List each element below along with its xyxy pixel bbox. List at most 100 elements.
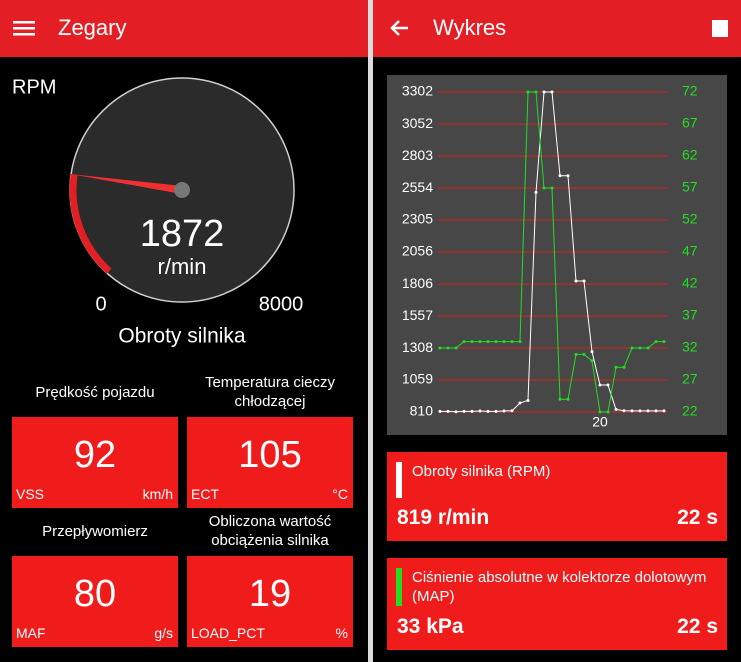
tile-value: 105 (238, 434, 302, 476)
series-point (590, 359, 594, 363)
series-point (446, 409, 450, 413)
y-tick-label: 1059 (402, 371, 433, 387)
left-title: Zegary (58, 15, 126, 40)
series-point (590, 350, 594, 354)
y-tick-label: 1308 (402, 339, 433, 355)
tile: 80 MAF g/s (12, 556, 178, 647)
y-tick-label: 2056 (402, 243, 433, 259)
y2-tick-label: 27 (682, 371, 698, 387)
menu-icon[interactable] (13, 21, 35, 36)
y2-tick-label: 47 (682, 243, 698, 259)
series-point (478, 409, 482, 413)
series-point (550, 186, 554, 190)
tile-unit: km/h (142, 486, 173, 502)
series-point (478, 340, 482, 344)
series-point (542, 90, 546, 94)
value-card: Obroty silnika (RPM) 819 r/min 22 s (387, 452, 727, 541)
series-point (534, 90, 538, 94)
series-point (486, 409, 490, 413)
series-point (574, 352, 578, 356)
gauge-hub (174, 182, 190, 198)
y2-tick-label: 57 (682, 179, 698, 195)
y2-tick-label: 22 (682, 403, 698, 419)
gauge-needle (71, 174, 183, 194)
y2-tick-label: 67 (682, 115, 698, 131)
series-point (470, 409, 474, 413)
stop-icon[interactable] (712, 20, 728, 37)
x-tick-label: 20 (592, 414, 608, 430)
y-tick-label: 2803 (402, 147, 433, 163)
series-point (494, 340, 498, 344)
tile-title: Temperatura cieczy chłodzącej (204, 374, 336, 410)
tile: 19 LOAD_PCT% (187, 556, 353, 647)
card-time: 22 s (677, 615, 718, 638)
tile-code: LOAD_PCT (191, 625, 265, 641)
value-card: Ciśnienie absolutne w kolektorze dolotow… (387, 558, 727, 650)
tile-unit: °C (332, 486, 348, 502)
series-point (606, 383, 610, 387)
series-point (462, 409, 466, 413)
tile-value: 80 (73, 573, 117, 615)
series-point (550, 90, 554, 94)
gauge-unit: r/min (158, 254, 207, 279)
series-point (470, 340, 474, 344)
tile-code: VSS (16, 486, 45, 502)
gauge-min: 0 (95, 293, 106, 315)
series-point (438, 409, 442, 413)
card-title: Obroty silnika (RPM) (412, 463, 551, 480)
series-point (510, 409, 514, 413)
series-point (606, 410, 610, 414)
series-point (654, 340, 658, 344)
series-swatch (396, 568, 402, 606)
series-point (438, 346, 442, 350)
divider (368, 0, 373, 662)
series-point (614, 407, 618, 411)
series-point (518, 401, 522, 405)
y-tick-label: 1806 (402, 275, 433, 291)
series-point (638, 346, 642, 350)
series-point (662, 340, 666, 344)
y2-tick-label: 37 (682, 307, 698, 323)
series-swatch (396, 462, 402, 498)
y-tick-label: 1557 (402, 307, 433, 323)
back-icon[interactable] (390, 20, 408, 36)
series-point (614, 365, 618, 369)
series-point (598, 383, 602, 387)
tile-code: MAF (16, 625, 46, 641)
series-point (502, 409, 506, 413)
series-point (662, 409, 666, 413)
series-point (462, 340, 466, 344)
tile-value: 92 (73, 434, 117, 476)
tile-title: Prędkość pojazdu (35, 383, 155, 401)
series-point (454, 410, 458, 414)
series-point (630, 409, 634, 413)
series-point (558, 174, 562, 178)
gauge-label: RPM (12, 76, 56, 98)
gauge-value: 1872 (140, 213, 225, 255)
chart-panel (387, 75, 727, 435)
card-reading: 819 r/min (397, 506, 490, 529)
series-point (622, 409, 626, 413)
series-point (598, 410, 602, 414)
series-point (526, 90, 530, 94)
right-header (373, 0, 741, 57)
series-point (494, 409, 498, 413)
series-point (526, 398, 530, 402)
right-title: Wykres (433, 15, 506, 40)
y2-tick-label: 62 (682, 147, 698, 163)
y-tick-label: 2554 (402, 179, 433, 195)
tile-value: 19 (248, 573, 292, 615)
card-reading: 33 kPa (397, 615, 464, 638)
tile: 92 VSS km/h (12, 417, 178, 508)
left-header (0, 0, 368, 57)
y-tick-label: 3302 (402, 83, 433, 99)
y2-tick-label: 72 (682, 83, 698, 99)
series-point (510, 340, 514, 344)
series-point (454, 346, 458, 350)
series-point (542, 186, 546, 190)
y2-tick-label: 42 (682, 275, 698, 291)
series-point (582, 279, 586, 283)
y2-tick-label: 32 (682, 339, 698, 355)
